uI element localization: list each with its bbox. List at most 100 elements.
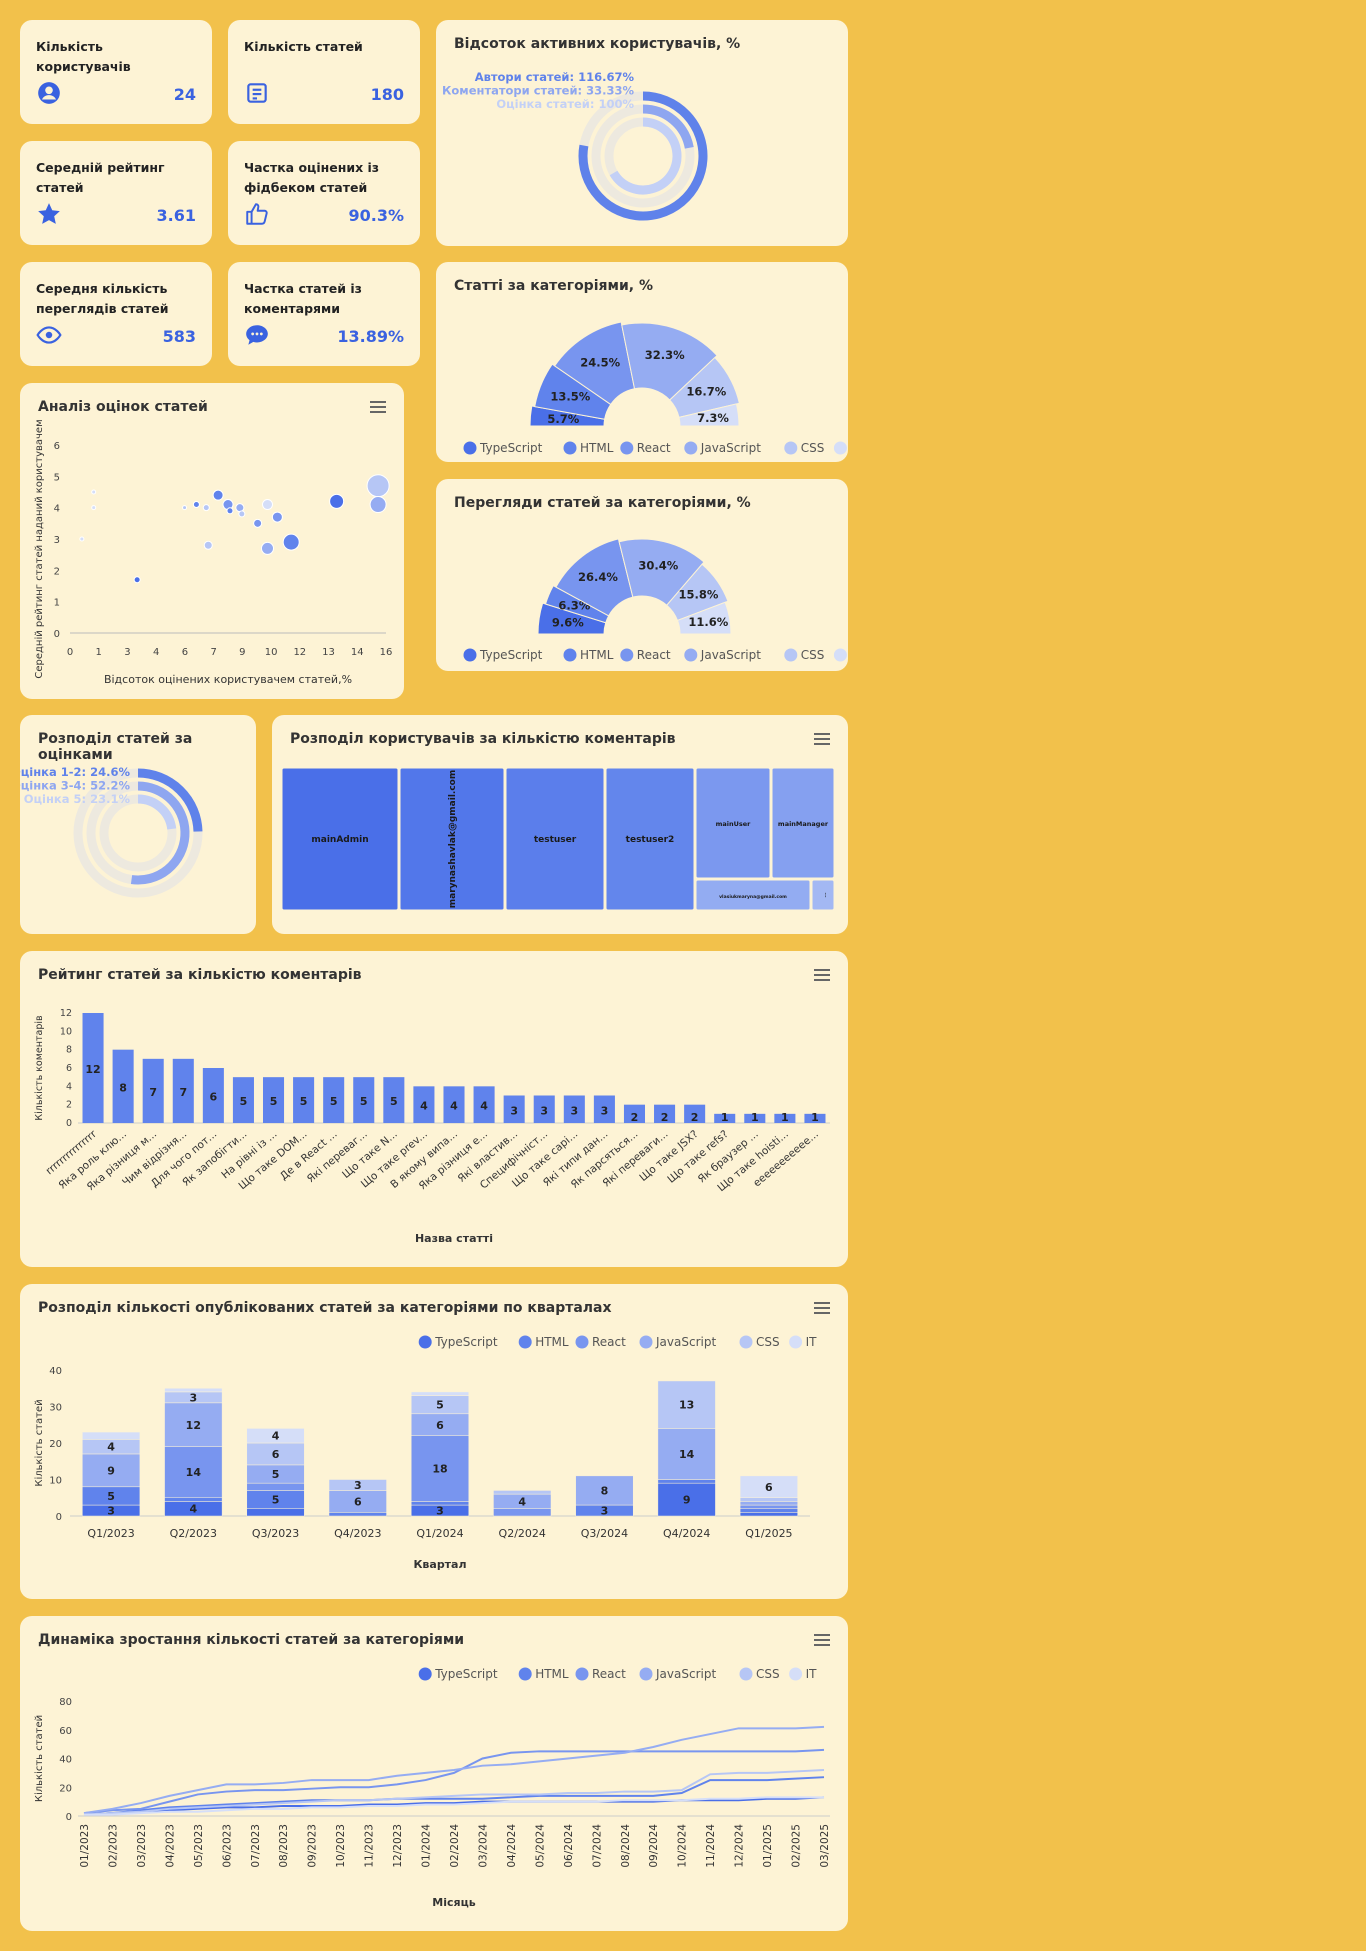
x-tick-label: 04/2024 xyxy=(506,1824,518,1868)
y-tick-label: 20 xyxy=(59,1783,72,1794)
bar-data-label: 6 xyxy=(436,1419,444,1432)
legend-marker xyxy=(563,648,577,662)
bar-data-label: 6 xyxy=(210,1091,218,1104)
growth-line-chart: TypeScript HTML React JavaScript CSS IT 0 20 40 6… xyxy=(33,1667,831,1909)
bar-data-label: 9 xyxy=(107,1464,115,1477)
treemap-label: ... xyxy=(823,892,828,897)
card-title: Статті за категоріями, % xyxy=(454,278,653,294)
bar-data-label: 3 xyxy=(107,1505,115,1518)
y-tick-label: 6 xyxy=(66,1063,72,1074)
menu-icon[interactable] xyxy=(814,969,830,981)
scatter-point xyxy=(282,533,300,551)
users-comments-treemap: mainAdmin marynashavlak@gmail.com testuser… xyxy=(281,767,835,911)
bar xyxy=(172,1058,194,1123)
legend-label: HTML xyxy=(580,441,614,455)
legend-marker xyxy=(620,648,634,662)
menu-icon[interactable] xyxy=(814,733,830,745)
x-tick-label: 14 xyxy=(351,647,364,658)
bar-data-label: 1 xyxy=(781,1111,789,1124)
bar-data-label: 2 xyxy=(691,1111,699,1124)
bar-data-label: 6 xyxy=(765,1481,773,1494)
card-title: Розподіл кількості опублікованих статей … xyxy=(38,1300,612,1316)
pie-slice xyxy=(668,356,740,418)
stacked-bar-segment xyxy=(657,1380,716,1429)
y-axis-title: Середній рейтинг статей наданий користув… xyxy=(33,419,45,678)
bar-data-label: 6 xyxy=(272,1448,280,1461)
rating-dist-radial-chart: Оцінка 1-2: 24.6%Оцінка 3-4: 52.2%Оцінка… xyxy=(20,765,203,898)
scatter-point xyxy=(271,511,283,523)
pie-data-label: 15.8% xyxy=(679,587,719,601)
kpi-title: Середня кількість переглядів статей xyxy=(36,281,169,316)
bar xyxy=(473,1086,495,1123)
x-tick-label: 06/2023 xyxy=(221,1824,233,1868)
x-tick-label: 04/2023 xyxy=(164,1824,176,1868)
legend-marker xyxy=(563,441,577,455)
bar-data-label: 5 xyxy=(300,1095,308,1108)
bar-data-label: 5 xyxy=(270,1095,278,1108)
bar-data-label: 7 xyxy=(149,1086,157,1099)
menu-icon[interactable] xyxy=(370,401,386,413)
stacked-bar-segment xyxy=(246,1482,305,1491)
pie-slice xyxy=(555,538,634,617)
scatter-point xyxy=(203,540,213,550)
radial-label: Оцінка 5: 23.1% xyxy=(24,792,131,806)
bar-data-label: 1 xyxy=(721,1111,729,1124)
stacked-bar-segment xyxy=(739,1501,798,1506)
legend-marker xyxy=(418,1335,432,1349)
x-tick-label: 08/2023 xyxy=(278,1824,290,1868)
kpi-title: Кількість статей xyxy=(244,39,363,54)
menu-icon[interactable] xyxy=(814,1302,830,1314)
legend-marker xyxy=(784,441,798,455)
treemap-label: testuser xyxy=(534,835,577,845)
legend-marker xyxy=(833,648,847,662)
x-tick-label: 02/2023 xyxy=(107,1824,119,1868)
radial-bar xyxy=(137,768,203,832)
legend-marker xyxy=(518,1335,532,1349)
treemap-cell xyxy=(811,879,835,911)
bar-data-label: 3 xyxy=(601,1104,609,1117)
pie-slice xyxy=(678,403,740,427)
stacked-bar-segment xyxy=(739,1512,798,1517)
radial-bar xyxy=(130,781,190,885)
legend-marker xyxy=(463,648,477,662)
pie-data-label: 26.4% xyxy=(578,570,618,584)
bar-data-label: 8 xyxy=(119,1081,127,1094)
bar xyxy=(684,1104,706,1123)
bar-data-label: 1 xyxy=(811,1111,819,1124)
bar-data-label: 4 xyxy=(480,1100,488,1113)
menu-icon[interactable] xyxy=(814,1634,830,1646)
bar-data-label: 12 xyxy=(186,1419,201,1432)
article-icon xyxy=(247,83,267,103)
pie-slice xyxy=(618,538,705,606)
y-tick-label: 0 xyxy=(66,1118,72,1129)
scatter-point xyxy=(261,541,274,555)
bar xyxy=(593,1095,615,1123)
bar-data-label: 3 xyxy=(436,1505,444,1518)
legend-label: CSS xyxy=(756,1667,780,1681)
bar-data-label: 4 xyxy=(450,1100,458,1113)
stacked-bar-segment xyxy=(82,1453,141,1488)
stacked-bar-segment xyxy=(739,1475,798,1499)
bar-data-label: 3 xyxy=(570,1104,578,1117)
bar-data-label: 3 xyxy=(190,1391,198,1404)
legend-marker xyxy=(739,1335,753,1349)
x-tick-label: 09/2024 xyxy=(648,1824,660,1868)
bar-data-label: 4 xyxy=(518,1495,526,1508)
kpi-title: Кількість користувачів xyxy=(36,39,131,74)
x-tick-label: 11/2023 xyxy=(364,1824,376,1868)
stacked-bar-segment xyxy=(164,1446,223,1498)
bar-data-label: 5 xyxy=(360,1095,368,1108)
categories-semi-pie-chart: 5.7% 13.5% 24.5% 32.3% 16.7% 7.3% TypeScript HT… xyxy=(463,321,847,455)
treemap-cell xyxy=(505,767,605,911)
y-tick-label: 12 xyxy=(60,1008,72,1019)
pie-slice xyxy=(676,601,732,635)
views-pie-card: Перегляди статей за категоріями, % 9.6% 6… xyxy=(436,479,848,671)
stacked-bar-segment xyxy=(739,1504,798,1509)
pie-slice xyxy=(534,363,612,420)
series-line xyxy=(83,1776,825,1816)
card-title: Перегляди статей за категоріями, % xyxy=(454,495,751,511)
quarterly-card: Розподіл кількості опублікованих статей … xyxy=(20,1284,848,1599)
bar-data-label: 4 xyxy=(272,1430,280,1443)
radial-bar xyxy=(642,104,694,149)
y-tick-label: 8 xyxy=(66,1045,72,1056)
